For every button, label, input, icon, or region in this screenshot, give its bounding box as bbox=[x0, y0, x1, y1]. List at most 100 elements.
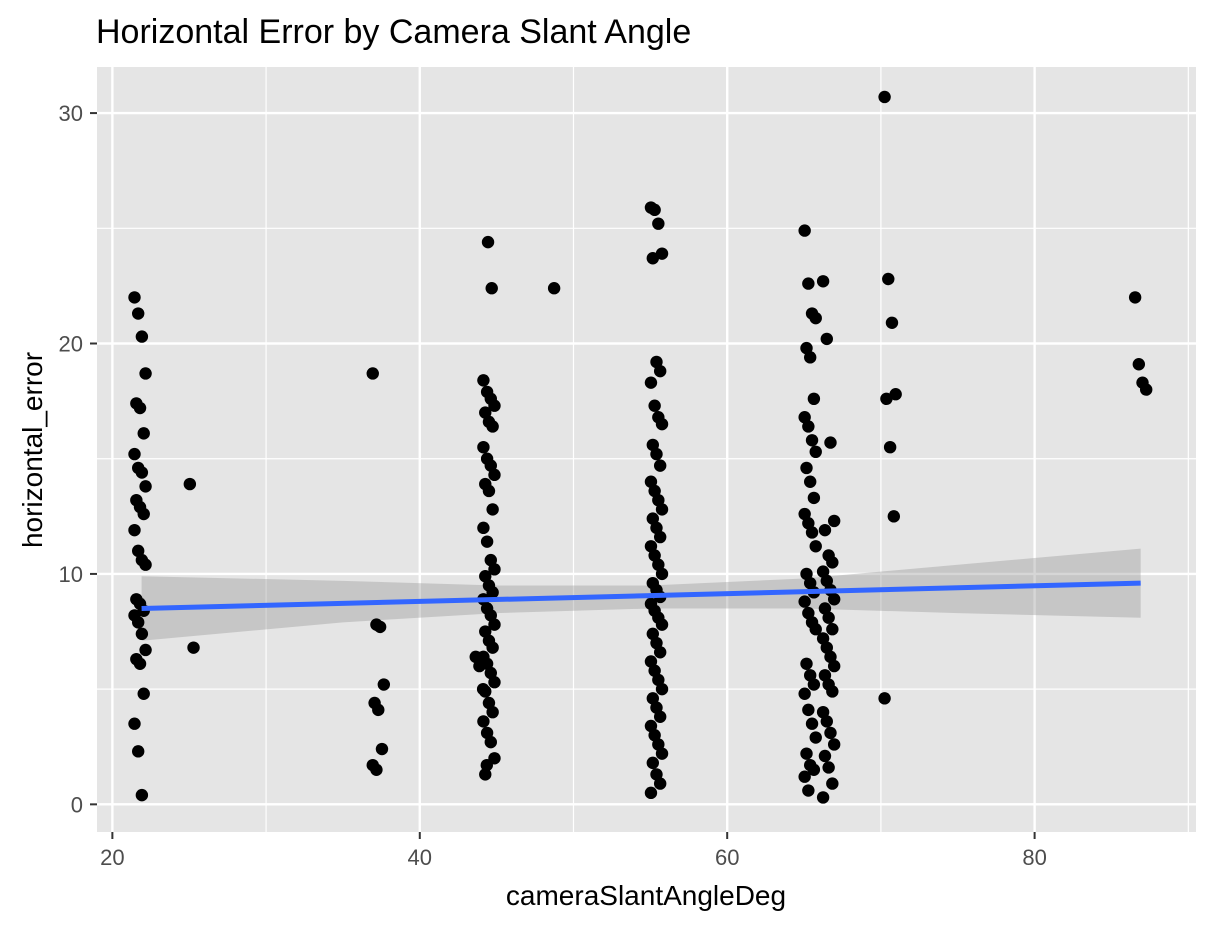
data-point bbox=[477, 440, 490, 454]
data-point bbox=[646, 756, 660, 770]
data-point bbox=[818, 749, 832, 763]
data-point bbox=[818, 523, 832, 537]
data-point bbox=[827, 738, 841, 751]
data-point bbox=[476, 682, 490, 696]
data-point bbox=[822, 761, 835, 774]
grid-minor bbox=[97, 67, 1196, 832]
data-point bbox=[477, 715, 490, 728]
data-point bbox=[183, 477, 197, 491]
data-point bbox=[139, 558, 152, 571]
data-point bbox=[798, 595, 811, 608]
data-point bbox=[488, 399, 501, 412]
y-axis-title: horizontal_error bbox=[17, 352, 48, 548]
data-point bbox=[802, 420, 815, 433]
data-point bbox=[137, 687, 150, 700]
data-point bbox=[646, 252, 660, 265]
data-point bbox=[809, 623, 822, 636]
data-point bbox=[133, 401, 147, 415]
data-point bbox=[481, 235, 495, 249]
data-point bbox=[655, 747, 669, 760]
data-point bbox=[826, 777, 839, 790]
data-point bbox=[477, 521, 490, 535]
data-point bbox=[655, 567, 669, 581]
data-point bbox=[648, 399, 661, 412]
data-point bbox=[827, 659, 841, 673]
data-point bbox=[889, 387, 902, 401]
data-point bbox=[1128, 291, 1142, 304]
y-tick-label: 30 bbox=[59, 101, 83, 126]
data-point bbox=[827, 593, 841, 606]
data-point bbox=[131, 745, 145, 758]
chart-title: Horizontal Error by Camera Slant Angle bbox=[96, 13, 691, 51]
data-point bbox=[486, 586, 499, 599]
data-point bbox=[473, 659, 486, 673]
data-point bbox=[807, 678, 821, 691]
data-point bbox=[135, 627, 149, 641]
data-point bbox=[803, 475, 817, 488]
data-point bbox=[653, 530, 667, 544]
data-point bbox=[131, 616, 145, 629]
data-point bbox=[477, 374, 490, 387]
data-point bbox=[655, 247, 669, 260]
grid-major bbox=[97, 67, 1196, 832]
data-point bbox=[1139, 383, 1153, 396]
data-point bbox=[137, 427, 150, 440]
data-point bbox=[479, 768, 492, 781]
x-tick-label: 60 bbox=[715, 845, 739, 870]
data-point bbox=[131, 307, 145, 320]
data-point bbox=[485, 282, 498, 295]
data-point bbox=[653, 459, 667, 472]
data-point bbox=[373, 620, 387, 634]
data-point bbox=[882, 272, 895, 286]
data-point bbox=[824, 726, 837, 740]
data-point bbox=[802, 703, 815, 717]
data-point bbox=[135, 466, 149, 479]
data-point bbox=[826, 623, 839, 636]
data-point bbox=[486, 420, 499, 433]
data-point bbox=[488, 618, 501, 631]
data-point bbox=[798, 687, 811, 700]
data-point bbox=[809, 445, 822, 459]
data-point bbox=[655, 503, 669, 516]
data-point bbox=[482, 484, 496, 498]
data-point bbox=[880, 392, 893, 406]
data-point bbox=[366, 367, 379, 380]
data-point bbox=[816, 275, 830, 288]
data-point bbox=[826, 685, 839, 698]
data-point bbox=[800, 747, 813, 760]
data-point bbox=[486, 705, 499, 719]
y-axis-ticks: 0 10 20 30 bbox=[59, 101, 97, 817]
x-tick-label: 40 bbox=[408, 845, 432, 870]
data-point bbox=[1132, 358, 1146, 371]
data-point bbox=[809, 540, 822, 553]
data-point bbox=[480, 758, 493, 772]
data-point bbox=[377, 678, 391, 691]
data-point bbox=[488, 563, 501, 576]
data-point bbox=[807, 491, 821, 505]
data-point bbox=[809, 731, 822, 744]
data-point bbox=[805, 526, 819, 539]
data-point bbox=[820, 332, 833, 346]
data-point bbox=[484, 735, 497, 749]
fit-line bbox=[141, 580, 1141, 611]
data-point bbox=[139, 643, 152, 657]
data-point bbox=[807, 763, 821, 776]
data-point bbox=[827, 514, 841, 528]
data-point bbox=[644, 786, 658, 800]
x-tick-label: 80 bbox=[1022, 845, 1046, 870]
data-points bbox=[128, 90, 1153, 804]
y-tick-label: 0 bbox=[71, 792, 83, 817]
data-point bbox=[139, 480, 152, 493]
data-point bbox=[648, 203, 661, 217]
y-tick-label: 20 bbox=[59, 332, 83, 357]
x-tick-label: 20 bbox=[100, 845, 124, 870]
data-point bbox=[826, 556, 839, 569]
data-point bbox=[486, 641, 499, 654]
data-point bbox=[655, 417, 669, 431]
data-point bbox=[135, 330, 149, 343]
x-axis-title: cameraSlantAngleDeg bbox=[506, 880, 786, 911]
plot-panel bbox=[97, 67, 1196, 832]
data-point bbox=[805, 434, 819, 447]
data-point bbox=[480, 535, 494, 548]
data-point bbox=[137, 507, 150, 521]
